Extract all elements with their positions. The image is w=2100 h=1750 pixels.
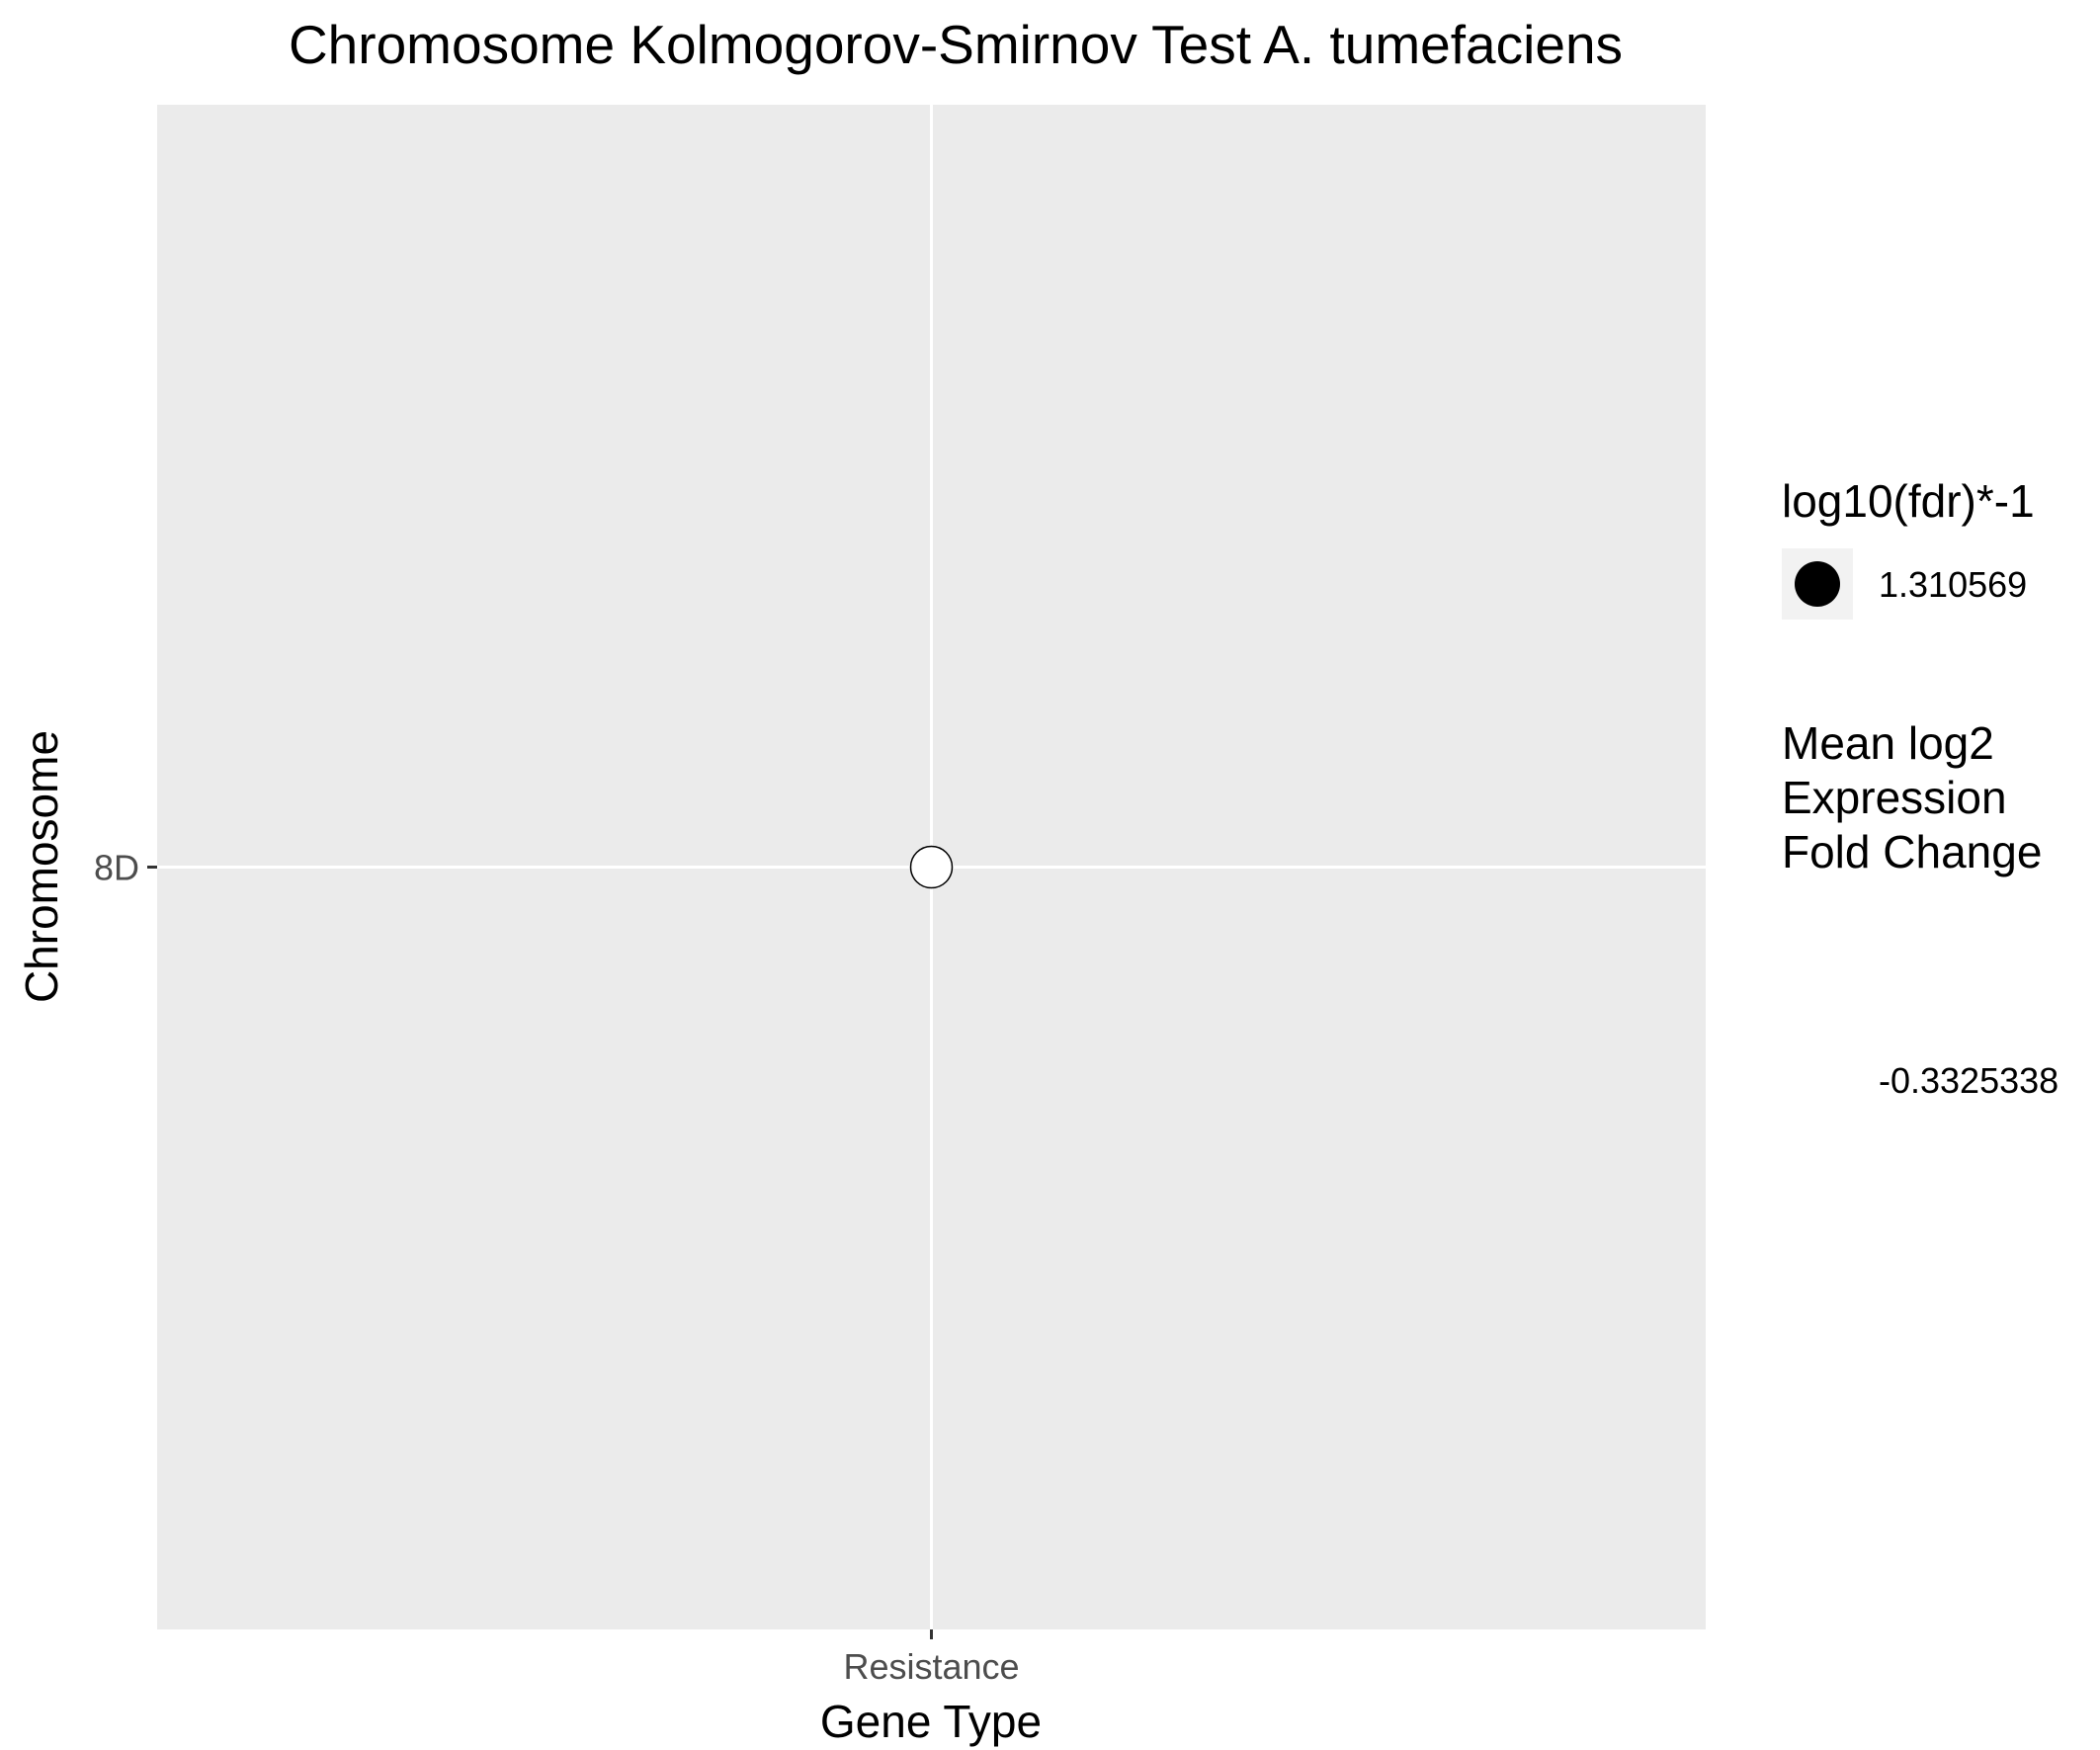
- chart-title: Chromosome Kolmogorov-Smirnov Test A. tu…: [289, 14, 1623, 75]
- size-legend-label: 1.310569: [1879, 564, 2027, 605]
- color-legend-title-line-3: Fold Change: [1782, 826, 2042, 877]
- x-axis-title: Gene Type: [820, 1696, 1042, 1747]
- y-axis-title: Chromosome: [16, 730, 67, 1003]
- data-point: [909, 845, 954, 889]
- x-tick-label: Resistance: [843, 1646, 1019, 1687]
- color-legend-title-line-1: Mean log2: [1782, 717, 1994, 769]
- data-points: [909, 845, 954, 889]
- color-legend: Mean log2 Expression Fold Change -0.3325…: [1782, 717, 2058, 1101]
- size-legend-title: log10(fdr)*-1: [1782, 475, 2035, 527]
- size-legend-dot: [1795, 561, 1840, 607]
- size-legend: log10(fdr)*-1 1.310569: [1782, 475, 2035, 620]
- color-legend-title-line-2: Expression: [1782, 772, 2007, 823]
- y-tick-label: 8D: [94, 848, 139, 888]
- axes: Resistance 8D: [94, 848, 1020, 1688]
- color-legend-label: -0.3325338: [1879, 1060, 2058, 1101]
